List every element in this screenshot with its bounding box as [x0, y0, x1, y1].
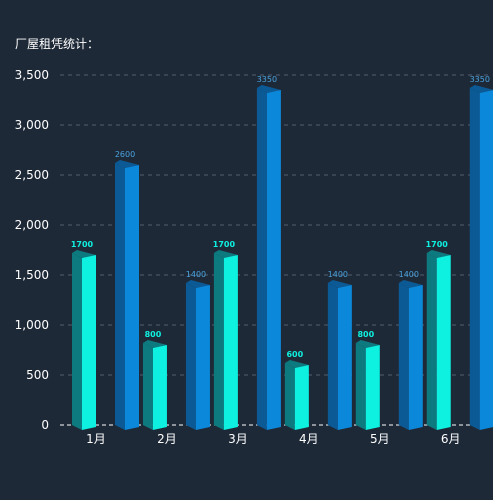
- bar-side-face: [185, 283, 196, 430]
- bar-front-face: [152, 345, 167, 430]
- x-tick-label: 4月: [299, 432, 319, 446]
- bar-value-label: 800: [357, 330, 374, 339]
- y-tick-label: 1,500: [15, 268, 49, 282]
- x-tick-label: 3月: [228, 432, 248, 446]
- y-tick-label: 500: [26, 368, 49, 382]
- bar-front-face: [294, 365, 309, 430]
- bar-value-label: 1400: [328, 270, 348, 279]
- x-tick-label: 5月: [370, 432, 390, 446]
- y-tick-label: 1,000: [15, 318, 49, 332]
- x-tick-label: 2月: [157, 432, 177, 446]
- bar-value-label: 800: [145, 330, 162, 339]
- bar-front-face: [436, 255, 451, 430]
- bar-value-label: 3350: [257, 75, 277, 84]
- bar-front-face: [125, 165, 139, 430]
- bar-value-label: 1400: [186, 270, 206, 279]
- bar-side-face: [256, 88, 267, 430]
- y-tick-label: 2,500: [15, 168, 49, 182]
- y-tick-label: 0: [41, 418, 49, 432]
- bar-side-face: [327, 283, 338, 430]
- bar-value-label: 1700: [426, 240, 449, 249]
- bar-top-face: [142, 340, 167, 348]
- bar-value-label: 1700: [71, 240, 94, 249]
- bar-side-face: [213, 253, 224, 430]
- bar-front-face: [408, 285, 423, 430]
- bar-top-face: [72, 250, 96, 258]
- bar-front-face: [479, 90, 493, 430]
- bar-top-face: [115, 160, 139, 168]
- bar-front-face: [365, 345, 380, 430]
- bar-front-face: [82, 255, 96, 430]
- y-tick-label: 3,000: [15, 118, 49, 132]
- bar-front-face: [266, 90, 281, 430]
- bar-side-face: [426, 253, 437, 430]
- bar-value-label: 2600: [115, 150, 135, 159]
- bar-side-face: [115, 163, 125, 430]
- bar-top-face: [327, 280, 352, 288]
- bar-side-face: [398, 283, 409, 430]
- bar-top-face: [284, 360, 309, 368]
- x-tick-label: 1月: [86, 432, 106, 446]
- bar-top-face: [355, 340, 380, 348]
- bar-front-face: [223, 255, 238, 430]
- chart-title: 厂屋租凭统计：: [15, 37, 100, 51]
- bar-value-label: 1700: [213, 240, 236, 249]
- bar-side-face: [355, 343, 366, 430]
- bar-front-face: [195, 285, 210, 430]
- x-tick-label: 6月: [441, 432, 461, 446]
- bar-top-face: [213, 250, 238, 258]
- bar-side-face: [142, 343, 153, 430]
- bar-top-face: [469, 85, 493, 93]
- y-tick-label: 2,000: [15, 218, 49, 232]
- bar-front-face: [337, 285, 352, 430]
- bar-side-face: [284, 363, 295, 430]
- bar-top-face: [256, 85, 281, 93]
- bar-value-label: 3350: [470, 75, 490, 84]
- bar-side-face: [469, 88, 480, 430]
- bar-top-face: [426, 250, 451, 258]
- bar-top-face: [185, 280, 210, 288]
- bar-value-label: 1400: [399, 270, 419, 279]
- bar-value-label: 600: [286, 350, 303, 359]
- bar-top-face: [398, 280, 423, 288]
- y-tick-label: 3,500: [15, 68, 49, 82]
- bar-side-face: [72, 253, 82, 430]
